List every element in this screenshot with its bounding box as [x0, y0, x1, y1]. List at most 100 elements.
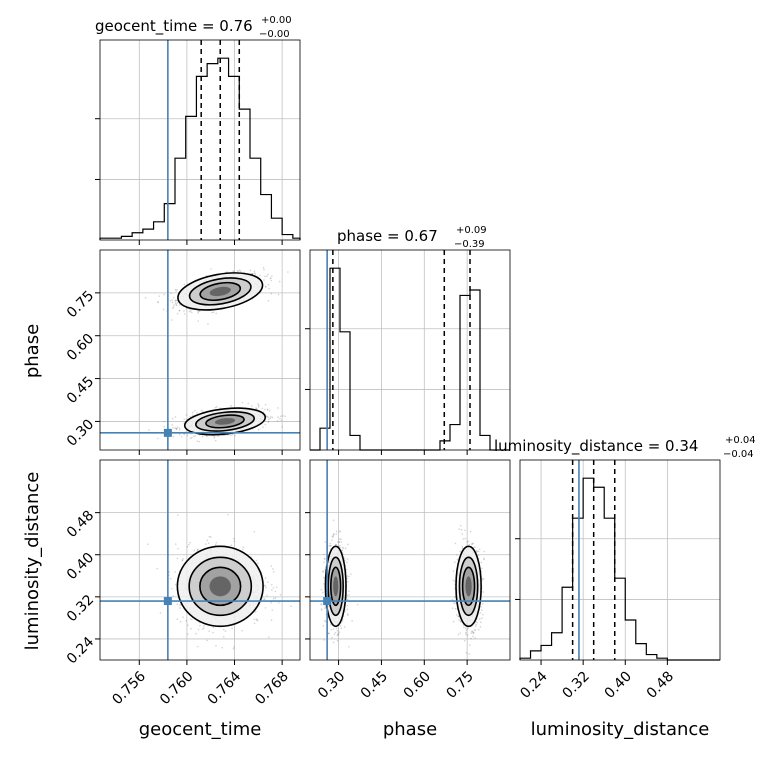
pair-phase-vs-luminosity-distance-point	[332, 628, 335, 630]
pair-geocent-time-vs-phase-point	[233, 270, 235, 273]
pair-phase-vs-luminosity-distance-point	[470, 632, 472, 634]
pair-geocent-time-vs-phase-point	[175, 428, 178, 430]
pair-phase-vs-luminosity-distance-point	[341, 546, 344, 549]
pair-geocent-time-vs-luminosity-distance-point	[214, 544, 217, 546]
pair-phase-vs-luminosity-distance-point	[476, 621, 478, 624]
pair-geocent-time-vs-phase-point	[264, 285, 267, 288]
pair-phase-vs-luminosity-distance-point	[324, 619, 326, 622]
pair-geocent-time-vs-luminosity-distance-point	[254, 611, 257, 613]
pair-geocent-time-vs-phase-point	[183, 433, 185, 435]
pair-geocent-time-vs-phase-point	[207, 322, 209, 325]
pair-geocent-time-vs-phase-point	[270, 279, 273, 282]
pair-geocent-time-vs-phase-point	[158, 295, 160, 297]
pair-geocent-time-vs-phase-point	[198, 440, 201, 443]
pair-geocent-time-vs-luminosity-distance-point	[290, 605, 292, 608]
pair-geocent-time-vs-phase-point	[157, 437, 159, 440]
pair-geocent-time-vs-luminosity-distance-point	[241, 629, 244, 632]
pair-phase-vs-luminosity-distance-point	[456, 558, 459, 561]
pair-geocent-time-vs-luminosity-distance-point	[272, 570, 275, 573]
pair-phase-vs-luminosity-distance-point	[463, 626, 465, 629]
pair-geocent-time-vs-phase-point	[175, 304, 178, 307]
pair-phase-vs-luminosity-distance-point	[332, 641, 335, 644]
pair-geocent-time-vs-phase-point	[185, 414, 188, 416]
pair-geocent-time-vs-luminosity-distance-point	[176, 514, 179, 516]
pair-geocent-time-vs-phase-point	[175, 303, 177, 305]
pair-geocent-time-vs-luminosity-distance-point	[215, 644, 217, 647]
pair-phase-vs-luminosity-distance-point	[462, 624, 465, 626]
pair-phase-vs-luminosity-distance-point	[453, 602, 455, 605]
pair-geocent-time-vs-phase-point	[279, 415, 282, 418]
pair-phase-vs-luminosity-distance-point	[481, 617, 483, 620]
pair-geocent-time-vs-phase-point	[188, 310, 191, 313]
pair-geocent-time-vs-phase-point	[185, 307, 188, 310]
pair-geocent-time-vs-phase-point	[197, 310, 200, 313]
pair-geocent-time-vs-phase-point	[282, 415, 284, 417]
title-luminosity-distance-main: luminosity_distance = 0.34	[494, 437, 698, 456]
pair-phase-vs-luminosity-distance-point	[482, 613, 484, 616]
pair-geocent-time-vs-luminosity-distance-point	[270, 619, 273, 621]
pair-phase-vs-luminosity-distance-point	[329, 624, 332, 626]
pair-geocent-time-vs-luminosity-distance-point	[264, 585, 267, 587]
title-luminosity-distance-minus: −0.04	[723, 449, 754, 460]
pair-phase-vs-luminosity-distance-point	[454, 542, 457, 545]
pair-geocent-time-vs-phase-point	[259, 274, 261, 277]
pair-phase-vs-luminosity-distance-point	[333, 533, 335, 535]
pair-phase-vs-luminosity-distance-point	[479, 618, 481, 620]
pair-geocent-time-vs-luminosity-distance-point	[272, 597, 275, 600]
pair-geocent-time-vs-phase-point	[176, 426, 179, 429]
pair-phase-vs-luminosity-distance-point	[451, 607, 454, 609]
pair-geocent-time-vs-phase-point	[267, 273, 269, 276]
pair-geocent-time-vs-luminosity-distance-point	[176, 557, 179, 560]
pair-geocent-time-vs-luminosity-distance-point	[189, 618, 192, 620]
pair-geocent-time-vs-luminosity-distance-point	[227, 513, 229, 516]
pair-geocent-time-vs-luminosity-distance-point	[242, 546, 245, 548]
pair-phase-vs-luminosity-distance-point	[323, 561, 325, 564]
pair-geocent-time-vs-phase-point	[266, 275, 268, 278]
pair-phase-vs-luminosity-distance-point	[339, 624, 342, 627]
pair-phase-vs-luminosity-distance-point	[471, 543, 473, 545]
pair-phase-vs-luminosity-distance-point	[471, 630, 474, 632]
pair-phase-vs-luminosity-distance-point	[338, 631, 341, 633]
pair-geocent-time-vs-phase-point	[253, 270, 256, 273]
pair-geocent-time-vs-luminosity-distance-yticklabel-3: 0.48	[64, 508, 97, 541]
pair-phase-vs-luminosity-distance-point	[457, 633, 460, 636]
pair-geocent-time-vs-phase-point	[212, 311, 215, 314]
pair-geocent-time-vs-luminosity-distance-point	[266, 594, 268, 597]
pair-phase-vs-luminosity-distance-point	[476, 549, 478, 552]
pair-geocent-time-vs-phase-point	[163, 425, 166, 428]
pair-geocent-time-vs-luminosity-distance-point	[278, 601, 280, 604]
hist-geocent-time-steps	[99, 57, 301, 240]
pair-phase-vs-luminosity-distance-point	[480, 621, 482, 624]
pair-phase-vs-luminosity-distance-point	[473, 629, 476, 631]
pair-phase-vs-luminosity-distance-point	[477, 628, 480, 631]
pair-geocent-time-vs-phase-point	[144, 296, 147, 299]
pair-geocent-time-vs-luminosity-distance-point	[199, 624, 201, 627]
pair-phase-vs-luminosity-distance-point	[343, 626, 346, 628]
pair-geocent-time-vs-luminosity-distance-point	[174, 543, 177, 545]
pair-phase-vs-luminosity-distance-point	[344, 547, 347, 549]
pair-geocent-time-vs-phase-point	[271, 416, 274, 419]
pair-geocent-time-vs-luminosity-distance-point	[174, 571, 176, 573]
pair-phase-vs-luminosity-distance-point	[339, 531, 341, 533]
pair-geocent-time-vs-phase-point	[267, 416, 270, 419]
pair-phase-vs-luminosity-distance-point	[346, 604, 349, 607]
pair-phase-vs-luminosity-distance-point	[340, 627, 343, 630]
pair-geocent-time-vs-luminosity-distance-point	[203, 627, 205, 629]
pair-geocent-time-vs-phase-point	[268, 410, 271, 412]
pair-geocent-time-vs-phase-yticklabel-0: 0.30	[64, 416, 97, 449]
pair-geocent-time-vs-phase-point	[183, 310, 185, 312]
pair-geocent-time-vs-phase-point	[194, 435, 197, 437]
pair-geocent-time-vs-phase-point	[171, 307, 174, 310]
pair-geocent-time-vs-luminosity-distance-point	[188, 543, 190, 546]
pair-phase-vs-luminosity-distance-point	[474, 629, 477, 631]
pair-geocent-time-vs-luminosity-distance-point	[221, 646, 224, 649]
pair-geocent-time-vs-luminosity-distance-point	[268, 636, 270, 639]
pair-geocent-time-vs-phase-point	[265, 415, 268, 417]
pair-geocent-time-vs-luminosity-distance-point	[233, 537, 235, 540]
pair-geocent-time-vs-phase-point	[172, 435, 175, 438]
ylabel-luminosity-distance: luminosity_distance	[22, 472, 43, 651]
pair-geocent-time-vs-phase-point	[257, 404, 260, 407]
pair-geocent-time-vs-phase-point	[189, 415, 192, 418]
pair-geocent-time-vs-luminosity-distance-point	[146, 543, 149, 546]
pair-geocent-time-vs-phase-point	[262, 266, 265, 269]
